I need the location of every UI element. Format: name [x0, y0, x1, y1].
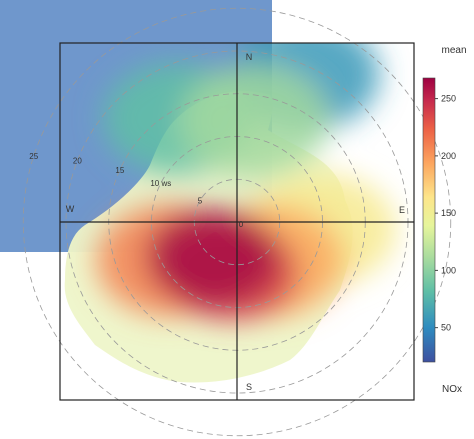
- colorbar-pollutant-label: NOx: [442, 384, 462, 395]
- colorbar-tick-label: 100: [441, 265, 456, 275]
- direction-n: N: [246, 52, 253, 62]
- colorbar-tick-label: 200: [441, 151, 456, 161]
- ring-label-25: 25: [29, 152, 38, 161]
- direction-w: W: [66, 204, 75, 214]
- direction-s: S: [246, 382, 252, 392]
- colorbar: [422, 77, 436, 363]
- colorbar-tick-label: 150: [441, 208, 456, 218]
- ring-label-10: 10 ws: [150, 179, 171, 188]
- colorbar-tick-label: 50: [441, 323, 451, 333]
- direction-e: E: [399, 205, 405, 215]
- colorbar-tick-label: 250: [441, 94, 456, 104]
- ring-label-5: 5: [198, 197, 203, 206]
- ring-label-20: 20: [73, 157, 82, 166]
- concentration-field: [64, 43, 397, 383]
- colorbar-title: mean: [441, 45, 466, 56]
- ring-25: [22, 7, 452, 437]
- ring-label-15: 15: [115, 166, 124, 175]
- field-blob: [180, 64, 329, 177]
- center-label: 0: [239, 220, 244, 229]
